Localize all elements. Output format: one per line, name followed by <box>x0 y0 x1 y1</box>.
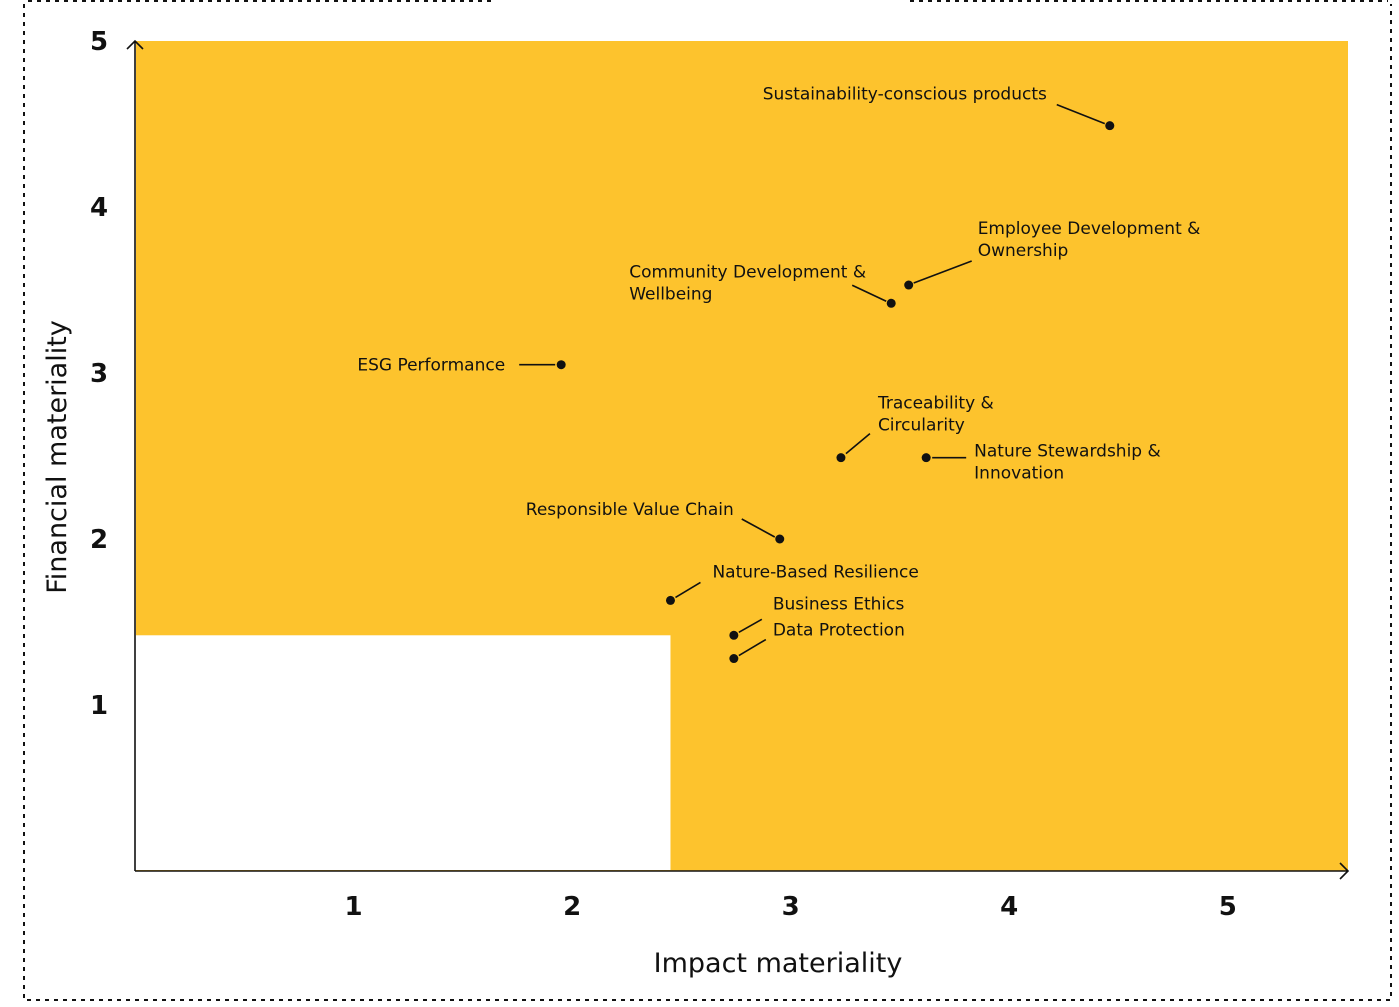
leader-line <box>851 284 887 303</box>
y-axis <box>126 39 144 871</box>
y-tick-label: 4 <box>90 193 108 223</box>
point-marker <box>886 298 896 308</box>
x-tick-label: 2 <box>563 892 581 922</box>
point-label-line: Wellbeing <box>629 284 712 304</box>
point-marker <box>775 534 785 544</box>
leader-line <box>738 638 767 657</box>
point-marker <box>556 360 566 370</box>
point-label-line: Traceability & <box>877 394 994 414</box>
point-label: Traceability & Circularity <box>877 394 994 436</box>
point-label: Nature Stewardship & Innovation <box>974 442 1161 484</box>
leader-line <box>1056 103 1106 125</box>
leader-line <box>741 518 776 538</box>
point-marker <box>836 453 846 463</box>
x-axis <box>135 862 1350 880</box>
leader-line <box>738 618 763 633</box>
y-tick-label: 1 <box>90 691 108 721</box>
data-point: ESG Performance <box>357 356 566 376</box>
y-tick-label: 3 <box>90 359 108 389</box>
point-label: Business Ethics <box>773 594 905 614</box>
y-tick-labels: 1 2 3 4 5 <box>90 27 108 721</box>
point-label-line: Ownership <box>978 241 1069 261</box>
point-label: Sustainability-conscious products <box>763 85 1047 105</box>
data-point: Nature-Based Resilience <box>665 562 919 605</box>
point-label-line: Responsible Value Chain <box>526 500 734 520</box>
point-label-line: Nature-Based Resilience <box>712 562 918 582</box>
point-label: Community Development & Wellbeing <box>629 262 866 304</box>
leader-line <box>845 433 871 455</box>
point-label: Responsible Value Chain <box>526 500 734 520</box>
data-points: Sustainability-conscious products Employe… <box>357 85 1201 664</box>
point-label-line: Innovation <box>974 464 1064 484</box>
point-label: ESG Performance <box>357 356 505 376</box>
data-point: Nature Stewardship & Innovation <box>921 442 1161 484</box>
point-label-line: Nature Stewardship & <box>974 442 1161 462</box>
point-label-line: Employee Development & <box>978 219 1201 239</box>
x-tick-label: 1 <box>345 892 363 922</box>
point-marker <box>904 280 914 290</box>
point-label-line: Sustainability-conscious products <box>763 85 1047 105</box>
data-point: Responsible Value Chain <box>526 500 785 544</box>
point-label: Data Protection <box>773 621 905 641</box>
point-label-line: ESG Performance <box>357 356 505 376</box>
point-marker <box>921 453 931 463</box>
y-tick-label: 5 <box>90 27 108 57</box>
data-point: Business Ethics <box>729 594 904 640</box>
point-marker <box>1105 121 1115 131</box>
data-point: Traceability & Circularity <box>836 394 994 463</box>
dashed-frame <box>23 4 1392 1001</box>
leader-line <box>675 581 701 599</box>
y-tick-label: 2 <box>90 525 108 555</box>
x-axis-title: Impact materiality <box>654 948 903 979</box>
point-label-line: Business Ethics <box>773 594 905 614</box>
x-tick-label: 4 <box>1000 892 1018 922</box>
data-point: Community Development & Wellbeing <box>629 262 896 308</box>
point-marker <box>729 654 739 664</box>
point-label-line: Circularity <box>878 416 965 436</box>
x-tick-label: 5 <box>1219 892 1237 922</box>
data-point: Sustainability-conscious products <box>763 85 1115 131</box>
point-label: Nature-Based Resilience <box>712 562 918 582</box>
point-label: Employee Development & Ownership <box>978 219 1201 261</box>
point-marker <box>665 595 675 605</box>
point-label-line: Data Protection <box>773 621 905 641</box>
non-material-area <box>136 635 671 870</box>
point-label-line: Community Development & <box>629 262 866 282</box>
point-marker <box>729 630 739 640</box>
y-axis-title: Financial materiality <box>42 320 73 594</box>
data-point: Data Protection <box>729 621 905 664</box>
x-tick-label: 3 <box>782 892 800 922</box>
data-point: Employee Development & Ownership <box>904 219 1201 290</box>
x-tick-labels: 1 2 3 4 5 <box>345 892 1237 922</box>
leader-line <box>913 260 972 284</box>
